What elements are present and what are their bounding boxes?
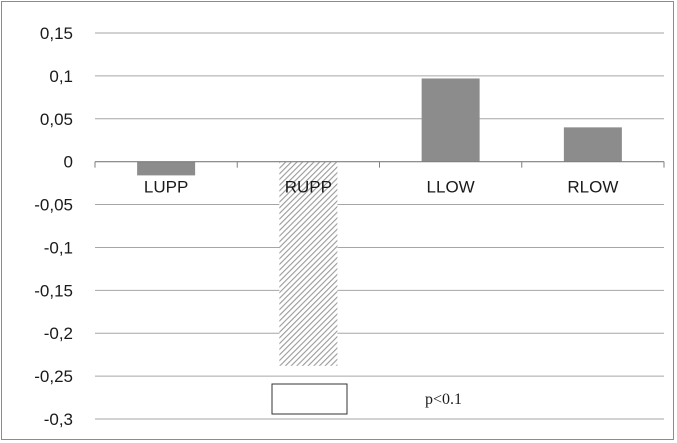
y-tick-label: -0,2 bbox=[44, 324, 73, 343]
y-tick-label: -0,15 bbox=[34, 281, 73, 300]
legend: p<0.1 bbox=[271, 383, 462, 415]
bar bbox=[137, 161, 196, 176]
y-tick-label: 0,05 bbox=[40, 110, 73, 129]
x-axis: LUPP RUPP LLOW RLOW bbox=[144, 178, 618, 197]
y-tick-label: -0,05 bbox=[34, 196, 73, 215]
y-tick-label: 0 bbox=[64, 153, 73, 172]
x-tick-label: LUPP bbox=[144, 178, 188, 197]
bar bbox=[421, 78, 480, 162]
zero-axis bbox=[94, 161, 665, 168]
y-tick-label: 0,15 bbox=[40, 24, 73, 43]
y-tick-label: -0,25 bbox=[34, 367, 73, 386]
bar bbox=[279, 161, 338, 366]
y-tick-label: -0,3 bbox=[44, 410, 73, 429]
x-tick-label: RLOW bbox=[567, 178, 618, 197]
bar bbox=[563, 127, 622, 162]
legend-swatch bbox=[271, 383, 348, 415]
x-tick-label: LLOW bbox=[427, 178, 475, 197]
gridlines bbox=[95, 32, 664, 420]
bar-series bbox=[137, 78, 622, 366]
legend-label: p<0.1 bbox=[425, 391, 462, 408]
x-tick-label: RUPP bbox=[285, 178, 332, 197]
y-axis: 0,15 0,1 0,05 0 -0,05 -0,1 -0,15 -0,2 -0,25 -0,3 bbox=[34, 24, 73, 429]
y-tick-label: 0,1 bbox=[49, 67, 73, 86]
y-tick-label: -0,1 bbox=[44, 238, 73, 257]
